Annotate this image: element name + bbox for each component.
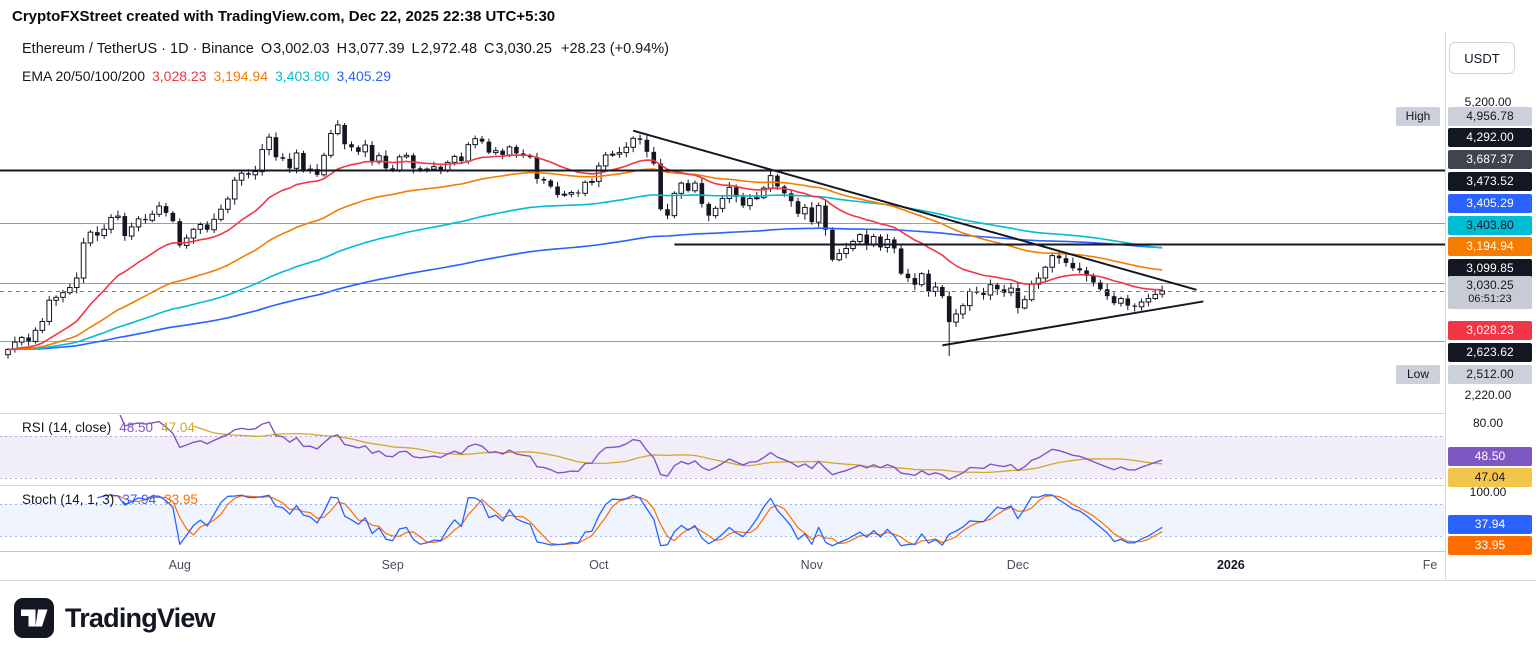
- price-label-rsi-ma: 47.04: [1448, 467, 1532, 487]
- stoch-legend-label[interactable]: Stoch (14, 1, 3): [22, 492, 115, 507]
- stoch-legend[interactable]: Stoch (14, 1, 3) 37.94 33.95: [22, 492, 198, 507]
- tradingview-logo-icon: [14, 598, 54, 638]
- time-axis-label: Aug: [168, 558, 191, 572]
- price-axis-border: [1445, 32, 1446, 580]
- watermark-attribution: CryptoFXStreet created with TradingView.…: [12, 8, 556, 25]
- footer-separator: [0, 580, 1536, 581]
- rsi-legend-label[interactable]: RSI (14, close): [22, 420, 112, 435]
- rsi-value: 48.50: [119, 420, 154, 435]
- time-axis-label: Oct: [589, 558, 609, 572]
- ohlc-close: C 3,030.25: [484, 41, 552, 57]
- ema100-value: 3,403.80: [275, 68, 330, 84]
- price-axis-tick: 2,220.00: [1464, 388, 1512, 402]
- currency-toggle-button[interactable]: USDT: [1449, 42, 1515, 74]
- ohlc-open: O 3,002.03: [260, 41, 330, 57]
- price-label-stoch-d: 33.95: [1448, 535, 1532, 555]
- pane-separator: [0, 485, 1536, 486]
- ema50-value: 3,194.94: [213, 68, 269, 84]
- price-axis-tick: 5,200.00: [1464, 95, 1512, 109]
- price-axis[interactable]: 5,200.00 4,956.78 4,292.00 3,687.37 3,473.52…: [1445, 32, 1536, 580]
- price-chart-canvas[interactable]: [0, 95, 1445, 551]
- pane-separator: [0, 413, 1536, 414]
- time-axis-label: Sep: [381, 558, 404, 572]
- ema-legend[interactable]: EMA 20/50/100/200 3,028.23 3,194.94 3,40…: [22, 68, 391, 84]
- price-axis-tick: 100.00: [1469, 485, 1507, 499]
- time-axis-label: Dec: [1006, 558, 1029, 572]
- symbol-legend[interactable]: Ethereum / TetherUS · 1D · Binance O 3,00…: [22, 41, 669, 57]
- price-label-stoch-k: 37.94: [1448, 514, 1532, 534]
- price-label-last-price: 3,030.25 06:51:23: [1448, 275, 1532, 309]
- stoch-d-value: 33.95: [164, 492, 198, 507]
- price-label-level: 3,473.52: [1448, 171, 1532, 191]
- stoch-k-value: 37.94: [122, 492, 157, 507]
- time-axis-label: Nov: [800, 558, 823, 572]
- price-label-ema-20: 3,028.23: [1448, 320, 1532, 340]
- ohlc-high: H 3,077.39: [336, 41, 405, 57]
- brand-wordmark: TradingView: [65, 602, 216, 633]
- price-label-level: 3,687.37: [1448, 149, 1532, 169]
- price-axis-tick: 80.00: [1472, 416, 1504, 430]
- ema20-value: 3,028.23: [152, 68, 207, 84]
- price-label-ema-100: 3,403.80: [1448, 215, 1532, 235]
- price-label-ema-200: 3,405.29: [1448, 193, 1532, 213]
- ohlc-low: L 2,972.48: [411, 41, 478, 57]
- price-label-ema-50: 3,194.94: [1448, 236, 1532, 256]
- price-label-level: 4,292.00: [1448, 127, 1532, 147]
- time-axis[interactable]: Aug Sep Oct Nov Dec 2026 Fe: [0, 552, 1445, 580]
- footer-brand[interactable]: TradingView: [14, 598, 216, 638]
- rsi-ma-value: 47.04: [161, 420, 195, 435]
- change-value: +28.23 (+0.94%): [560, 41, 670, 57]
- rsi-legend[interactable]: RSI (14, close) 48.50 47.04: [22, 420, 195, 435]
- price-label-range-high: 4,956.78: [1448, 106, 1532, 126]
- time-axis-separator: [0, 551, 1536, 552]
- price-label-rsi: 48.50: [1448, 446, 1532, 466]
- ema200-value: 3,405.29: [336, 68, 392, 84]
- price-label-level: 3,099.85: [1448, 258, 1532, 278]
- bar-close-countdown: 06:51:23: [1468, 292, 1512, 305]
- symbol-title[interactable]: Ethereum / TetherUS · 1D · Binance: [22, 41, 254, 57]
- time-axis-label: Fe: [1422, 558, 1438, 572]
- price-label-level: 2,623.62: [1448, 342, 1532, 362]
- time-axis-label: 2026: [1216, 558, 1245, 572]
- ema-legend-label[interactable]: EMA 20/50/100/200: [22, 68, 145, 84]
- price-label-range-low: 2,512.00: [1448, 364, 1532, 384]
